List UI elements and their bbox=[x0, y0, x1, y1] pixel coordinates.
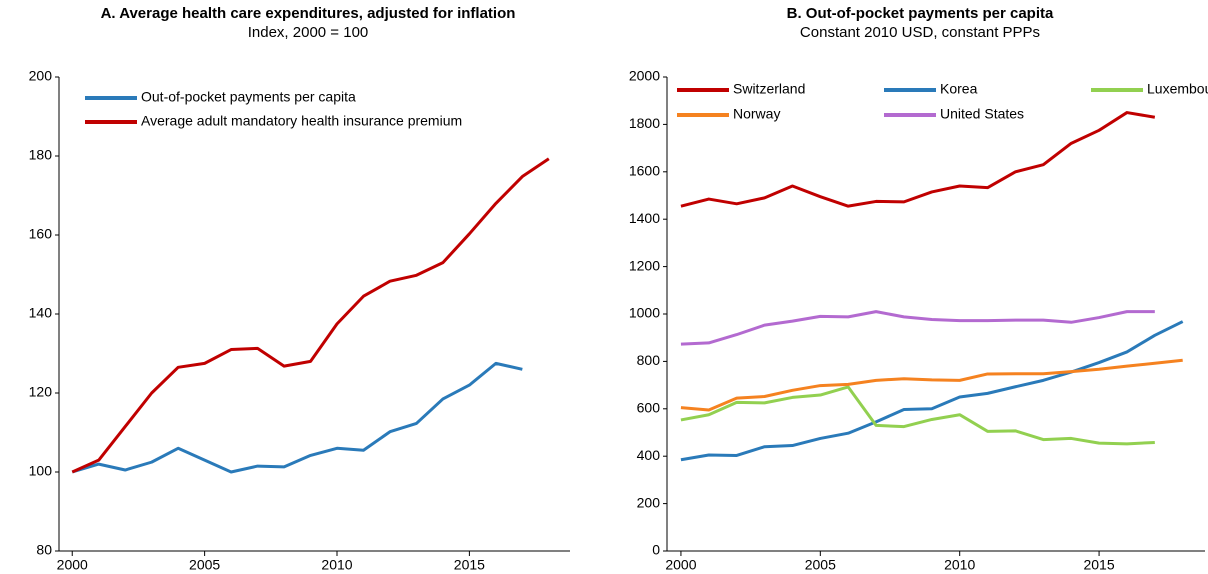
y-tick-label: 200 bbox=[637, 494, 661, 510]
x-tick-label: 2005 bbox=[189, 557, 220, 573]
series-line bbox=[680, 111, 1156, 208]
series-line bbox=[680, 385, 1155, 446]
series-line bbox=[71, 157, 550, 474]
legend-label: Luxembourg bbox=[1147, 81, 1208, 97]
y-tick-label: 200 bbox=[29, 68, 53, 84]
legend-label: Korea bbox=[940, 81, 978, 97]
chart-title: A. Average health care expenditures, adj… bbox=[101, 5, 516, 22]
y-tick-label: 800 bbox=[637, 352, 661, 368]
y-tick-label: 1000 bbox=[629, 305, 660, 321]
y-tick-label: 1400 bbox=[629, 210, 660, 226]
y-tick-label: 1800 bbox=[629, 115, 660, 131]
series-line bbox=[680, 310, 1155, 346]
series-line bbox=[680, 320, 1184, 462]
y-tick-label: 1200 bbox=[629, 257, 660, 273]
x-tick-label: 2000 bbox=[57, 557, 88, 573]
y-tick-label: 140 bbox=[29, 305, 53, 321]
chart-subtitle: Index, 2000 = 100 bbox=[248, 24, 369, 41]
y-tick-label: 0 bbox=[652, 542, 660, 558]
x-tick-label: 2015 bbox=[454, 557, 485, 573]
y-tick-label: 100 bbox=[29, 463, 53, 479]
x-tick-label: 2010 bbox=[944, 557, 975, 573]
legend-label: United States bbox=[940, 106, 1024, 122]
x-tick-label: 2000 bbox=[665, 557, 696, 573]
series-line bbox=[71, 361, 523, 474]
legend-label: Average adult mandatory health insurance… bbox=[141, 113, 462, 129]
legend-label: Out-of-pocket payments per capita bbox=[141, 89, 356, 105]
chart-subtitle: Constant 2010 USD, constant PPPs bbox=[800, 24, 1040, 41]
x-tick-label: 2015 bbox=[1083, 557, 1114, 573]
y-tick-label: 180 bbox=[29, 147, 53, 163]
y-tick-label: 160 bbox=[29, 226, 53, 242]
y-tick-label: 2000 bbox=[629, 68, 660, 84]
series-line bbox=[680, 358, 1183, 412]
y-tick-label: 600 bbox=[637, 400, 661, 416]
chart-title: B. Out-of-pocket payments per capita bbox=[787, 5, 1054, 22]
y-tick-label: 1600 bbox=[629, 163, 660, 179]
legend-label: Switzerland bbox=[733, 81, 805, 97]
y-tick-label: 80 bbox=[36, 542, 52, 558]
x-tick-label: 2005 bbox=[805, 557, 836, 573]
y-tick-label: 400 bbox=[637, 447, 661, 463]
legend-label: Norway bbox=[733, 106, 780, 122]
x-tick-label: 2010 bbox=[321, 557, 352, 573]
y-tick-label: 120 bbox=[29, 384, 53, 400]
